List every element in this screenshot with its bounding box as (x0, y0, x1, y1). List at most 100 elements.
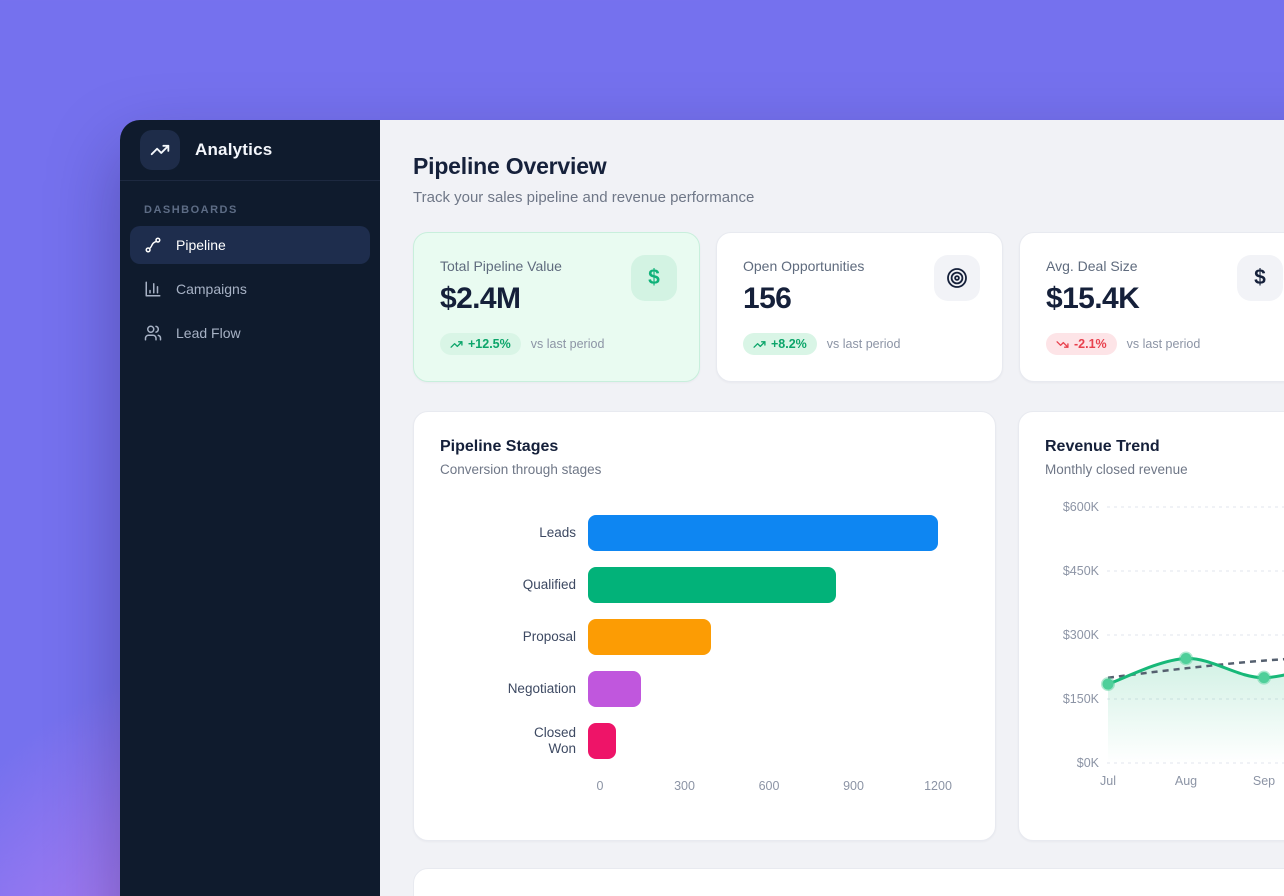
stat-label: Avg. Deal Size (1046, 258, 1138, 274)
app-window: Analytics DASHBOARDS Pipeline Campaigns Le… (120, 120, 1284, 896)
chart-title: Pipeline Stages (440, 438, 559, 455)
x-axis-label: Jul (1100, 774, 1116, 788)
bar-row-closed-won: Closed Won (440, 715, 969, 767)
stat-card-total-pipeline-value: Total Pipeline Value $2.4M +12.5% vs last p… (413, 232, 700, 382)
x-axis-tick: 600 (758, 779, 780, 793)
bar-category-label: Proposal (522, 628, 576, 644)
bar-proposal (588, 619, 711, 655)
bar-category-label: Qualified (522, 576, 576, 592)
x-axis-tick: 300 (674, 779, 695, 793)
page-title: Pipeline Overview (413, 153, 607, 179)
y-axis-label: $0K (1077, 756, 1100, 770)
delta-value: +8.2% (771, 337, 807, 351)
sidebar-item-label: Campaigns (176, 281, 247, 297)
x-axis-label: Sep (1253, 774, 1275, 788)
bar-track (588, 515, 938, 551)
data-point-dot (1257, 670, 1271, 685)
bar-qualified (588, 567, 836, 603)
app-title: Analytics (195, 140, 273, 159)
sidebar-item-pipeline[interactable]: Pipeline (130, 226, 370, 264)
data-point-dot (1101, 677, 1115, 692)
charts-row: Pipeline Stages Conversion through stage… (413, 411, 1284, 841)
bar-closed-won (588, 723, 616, 759)
delta-value: +12.5% (468, 337, 511, 351)
bar-track (588, 671, 938, 707)
y-axis-label: $150K (1063, 692, 1100, 706)
y-axis-label: $300K (1063, 628, 1100, 642)
stat-value: 156 (743, 282, 792, 315)
stat-label: Total Pipeline Value (440, 258, 562, 274)
chart-subtitle: Conversion through stages (440, 462, 602, 477)
delta-badge: +12.5% (440, 333, 521, 355)
revenue-line (1106, 656, 1284, 686)
bottom-card (413, 868, 1284, 896)
main-content: Pipeline Overview Track your sales pipel… (380, 120, 1284, 896)
bar-category-label: Leads (539, 524, 576, 540)
bar-track (588, 619, 938, 655)
compare-label: vs last period (1126, 337, 1201, 351)
x-axis-tick: 900 (843, 779, 864, 793)
stat-label: Open Opportunities (743, 258, 865, 274)
y-axis-label: $600K (1063, 500, 1100, 514)
delta-badge: +8.2% (743, 333, 817, 355)
bar-row-qualified: Qualified (440, 559, 969, 611)
bar-category-label: Closed Won (533, 724, 576, 756)
chart-card-pipeline-stages: Pipeline Stages Conversion through stage… (413, 411, 996, 841)
sidebar-logo-row: Analytics (120, 120, 380, 181)
bar-chart-x-axis: 0 300 600 900 1200 (596, 779, 952, 795)
bar-track (588, 723, 938, 759)
sidebar-item-lead-flow[interactable]: Lead Flow (130, 314, 370, 352)
bar-row-negotiation: Negotiation (440, 663, 969, 715)
x-axis-tick: 1200 (924, 779, 952, 793)
sidebar: Analytics DASHBOARDS Pipeline Campaigns Le… (120, 120, 380, 896)
trending-up-icon (753, 338, 766, 351)
x-axis-tick: 0 (596, 779, 604, 793)
trending-up-icon (450, 338, 463, 351)
stat-value: $2.4M (440, 282, 521, 315)
bar-row-leads: Leads (440, 507, 969, 559)
chart-title: Revenue Trend (1045, 438, 1160, 455)
stat-footer: +12.5% vs last period (440, 333, 675, 355)
sidebar-item-campaigns[interactable]: Campaigns (130, 270, 370, 308)
delta-badge: -2.1% (1046, 333, 1117, 355)
app-logo (140, 130, 180, 170)
compare-label: vs last period (826, 337, 901, 351)
bar-negotiation (588, 671, 641, 707)
stats-row: Total Pipeline Value $2.4M +12.5% vs last p… (413, 232, 1284, 382)
sidebar-section-label: DASHBOARDS (144, 204, 238, 216)
route-icon (144, 236, 162, 254)
bar-track (588, 567, 938, 603)
bar-row-proposal: Proposal (440, 611, 969, 663)
stat-card-avg-deal-size: Avg. Deal Size $15.4K -2.1% vs last period $ (1019, 232, 1284, 382)
trending-up-icon (150, 140, 170, 160)
revenue-area-fill (1108, 658, 1284, 763)
sidebar-item-label: Pipeline (176, 237, 226, 253)
dollar-icon: $ (631, 255, 677, 301)
data-point-dot (1179, 651, 1193, 666)
stat-value: $15.4K (1046, 282, 1140, 315)
revenue-line-chart: $600K $450K $300K $150K $0K Jul Aug Sep (1045, 495, 1284, 795)
y-axis-label: $450K (1063, 564, 1100, 578)
chart-subtitle: Monthly closed revenue (1045, 462, 1188, 477)
users-icon (144, 324, 162, 342)
x-axis-label: Aug (1175, 774, 1197, 788)
delta-value: -2.1% (1074, 337, 1107, 351)
chart-card-revenue-trend: Revenue Trend Monthly closed revenue $60… (1018, 411, 1284, 841)
sidebar-nav: Pipeline Campaigns Lead Flow (120, 226, 380, 352)
sidebar-item-label: Lead Flow (176, 325, 241, 341)
target-icon (934, 255, 980, 301)
compare-label: vs last period (530, 337, 605, 351)
trending-down-icon (1056, 338, 1069, 351)
dollar-icon: $ (1237, 255, 1283, 301)
bar-chart-icon (144, 280, 162, 298)
stat-card-open-opportunities: Open Opportunities 156 +8.2% vs last period (716, 232, 1003, 382)
bar-leads (588, 515, 938, 551)
bar-category-label: Negotiation (507, 680, 576, 696)
stat-footer: +8.2% vs last period (743, 333, 978, 355)
horizontal-bar-chart: Leads Qualified Proposal Negotiation Closed … (440, 507, 969, 767)
page-subtitle: Track your sales pipeline and revenue pe… (413, 189, 755, 206)
stat-footer: -2.1% vs last period (1046, 333, 1281, 355)
trend-dashed-line (1107, 657, 1284, 679)
